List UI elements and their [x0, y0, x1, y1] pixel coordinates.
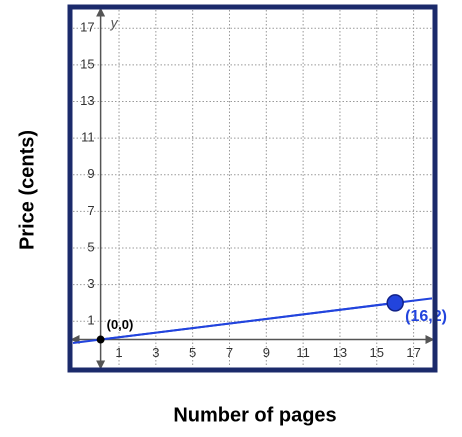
x-tick-label: 17: [406, 345, 420, 360]
y-tick-label: 5: [87, 239, 94, 254]
y-tick-label: 3: [87, 276, 94, 291]
y-tick-label: 7: [87, 203, 94, 218]
y-axis-label: Price (cents): [16, 130, 38, 250]
point-label: (16,2): [405, 308, 447, 325]
y-tick-label: 15: [80, 56, 94, 71]
frame: [67, 4, 438, 373]
point-label: (0,0): [107, 317, 134, 332]
y-tick-label: 11: [81, 130, 95, 145]
x-tick-label: 11: [296, 345, 310, 360]
data-line: [100, 301, 396, 341]
y-tick-label: 17: [80, 20, 94, 35]
x-axis-label: Number of pages: [173, 404, 336, 426]
y-tick-label: 9: [87, 166, 94, 181]
y-tick-label: 13: [80, 93, 94, 108]
y-axis-letter: y: [110, 15, 119, 31]
x-tick-label: 3: [152, 345, 159, 360]
x-tick-label: 5: [189, 345, 196, 360]
x-tick-label: 13: [333, 345, 347, 360]
x-tick-label: 9: [263, 345, 270, 360]
data-point: [96, 335, 105, 344]
x-tick-label: 1: [115, 345, 122, 360]
x-tick-label: 15: [370, 345, 384, 360]
data-point: [386, 294, 404, 312]
x-tick-label: 7: [226, 345, 233, 360]
y-tick-label: 1: [87, 313, 94, 328]
